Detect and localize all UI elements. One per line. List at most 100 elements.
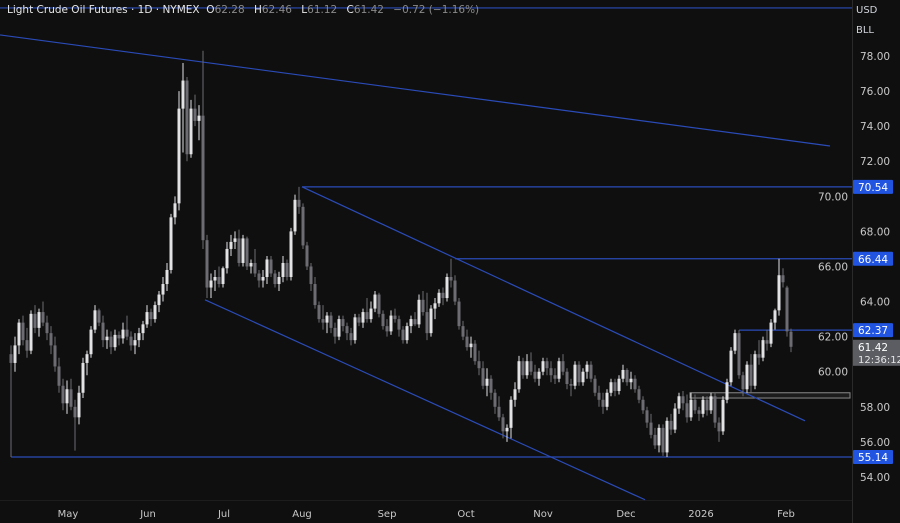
candle-body <box>373 294 377 309</box>
candle <box>221 266 225 288</box>
candle <box>697 406 701 421</box>
candle <box>393 308 397 323</box>
price-tick-label: 54.00 <box>860 472 890 484</box>
candle <box>665 417 669 457</box>
candle-body <box>117 334 121 339</box>
price-axis[interactable]: 54.00 56.00 58.00 60.00 62.00 64.00 66.00 68.00… <box>818 51 890 484</box>
candle <box>281 255 285 283</box>
candle <box>533 364 537 383</box>
candle-body <box>17 322 21 346</box>
candle <box>413 312 417 327</box>
candle-body <box>193 108 197 121</box>
candle-body <box>69 389 73 407</box>
candle <box>545 357 549 376</box>
candle <box>309 262 313 292</box>
candle-body <box>185 80 189 155</box>
candle-body <box>765 340 769 344</box>
candle-body <box>149 312 153 320</box>
candle <box>485 368 489 397</box>
candle-body <box>9 354 13 363</box>
unit-label[interactable]: BLL <box>856 25 875 36</box>
trend-line <box>0 34 831 147</box>
candle <box>269 255 273 278</box>
candle <box>65 380 69 414</box>
candle-body <box>717 422 721 432</box>
candle <box>537 368 541 386</box>
candle <box>321 305 325 330</box>
candle-body <box>525 361 529 376</box>
high-value: 62.46 <box>261 4 292 16</box>
candle-body <box>165 269 169 285</box>
candle-body <box>657 427 661 446</box>
candle-body <box>113 334 117 348</box>
candle-body <box>321 319 325 323</box>
candle <box>637 385 641 404</box>
candle-body <box>253 262 257 274</box>
candle-body <box>485 378 489 386</box>
candle <box>357 313 361 327</box>
candle <box>369 301 373 323</box>
interval[interactable]: 1D <box>137 4 153 16</box>
candle <box>745 361 749 393</box>
time-tick-label: 2026 <box>688 509 713 520</box>
candle-body <box>685 403 689 418</box>
candle-body <box>317 305 321 320</box>
candle-body <box>285 262 289 278</box>
candle <box>661 424 665 456</box>
candle-body <box>633 378 637 390</box>
candle-body <box>241 238 245 263</box>
candle <box>157 291 161 313</box>
candle-body <box>41 312 45 323</box>
candle-body <box>517 361 521 390</box>
candle-body <box>233 238 237 242</box>
candle <box>89 326 93 358</box>
candle <box>97 308 101 327</box>
level-price-badge <box>853 449 893 464</box>
symbol-legend[interactable]: Light Crude Oil Futures · 1D · NYMEX O62… <box>7 4 480 16</box>
candle <box>137 327 141 348</box>
candle <box>585 361 589 379</box>
currency-label[interactable]: USD <box>856 5 878 16</box>
candle-body <box>97 310 101 323</box>
candle-body <box>393 315 397 320</box>
candle-body <box>661 427 665 453</box>
candle <box>381 310 385 330</box>
candle-body <box>541 361 545 372</box>
candle-body <box>333 327 337 337</box>
candle-body <box>181 80 185 109</box>
candle <box>761 336 765 362</box>
candle <box>633 375 637 393</box>
candle <box>37 308 41 337</box>
candle <box>29 310 33 355</box>
candle <box>229 234 233 256</box>
candle-body <box>585 364 589 372</box>
candle-body <box>621 369 625 379</box>
candle-body <box>669 420 673 430</box>
candle <box>709 392 713 414</box>
candle-body <box>29 313 33 351</box>
candle-body <box>201 115 205 241</box>
candle-body <box>269 259 273 274</box>
time-axis[interactable]: May Jun Jul Aug Sep Oct Nov Dec 2026 Feb <box>58 509 795 520</box>
candle-body <box>437 292 441 304</box>
drawing-layer <box>0 7 852 501</box>
level-price-label: 62.37 <box>858 325 888 337</box>
candle <box>169 213 173 274</box>
candle-body <box>33 313 37 328</box>
candle-body <box>281 262 285 278</box>
candle <box>781 268 785 288</box>
candle <box>25 327 29 358</box>
candle-body <box>77 392 81 418</box>
candle <box>105 329 109 349</box>
bar-countdown: 12:36:12 <box>858 355 900 366</box>
candle <box>645 406 649 428</box>
candle-body <box>345 326 349 334</box>
candle-body <box>381 313 385 327</box>
candle <box>233 231 237 249</box>
candle <box>765 329 769 351</box>
candle <box>273 269 277 288</box>
candle <box>301 203 305 249</box>
candle-body <box>265 259 269 278</box>
level-price-badge <box>853 251 893 266</box>
